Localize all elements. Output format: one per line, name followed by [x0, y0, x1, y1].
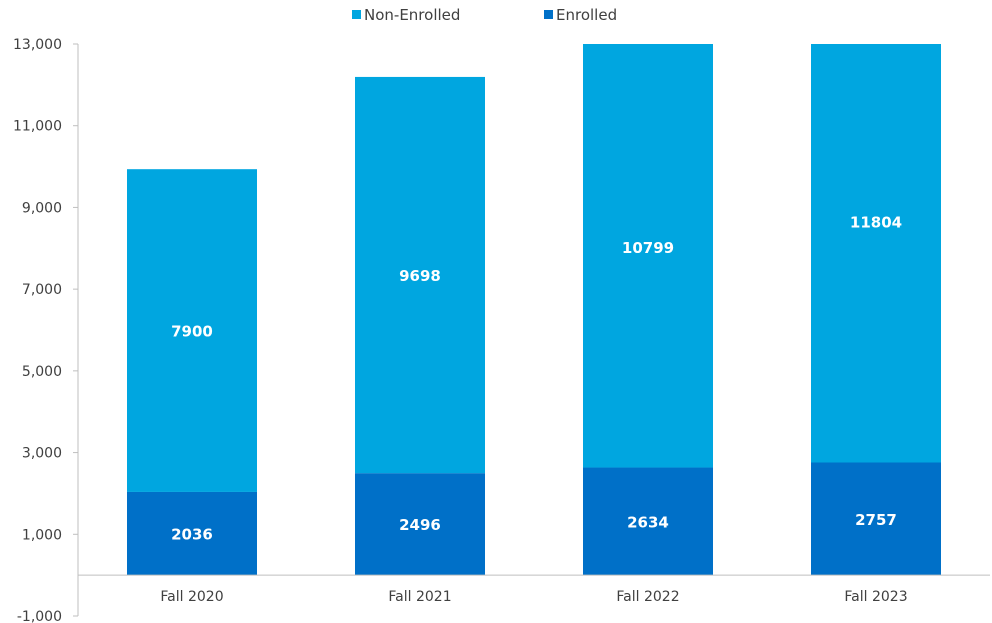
y-axis: -1,000 1,000 3,000 5,000 7,000 9,000 11,000 13,…: [13, 37, 79, 623]
y-tick-label: 1,000: [22, 527, 62, 543]
data-label-non-enrolled: 9698: [399, 267, 441, 285]
x-category-label: Fall 2022: [616, 589, 679, 605]
bar-enrolled: [127, 491, 257, 576]
x-category-label: Fall 2023: [844, 589, 907, 605]
bars-group: 2036 7900 2496 9698 2634 10799 2757 11804: [127, 44, 941, 576]
bar-enrolled: [583, 467, 713, 576]
data-label-non-enrolled: 7900: [171, 323, 213, 341]
data-label-enrolled: 2496: [399, 516, 441, 534]
data-label-enrolled: 2757: [855, 511, 897, 529]
x-category-label: Fall 2021: [388, 589, 451, 605]
legend-swatch: [544, 10, 553, 19]
legend-label: Non-Enrolled: [364, 6, 460, 24]
bar-non-enrolled: [811, 44, 941, 463]
y-tick-label: 3,000: [22, 446, 62, 462]
bar-enrolled: [355, 473, 485, 576]
data-label-non-enrolled: 10799: [622, 239, 674, 257]
y-tick-label: -1,000: [17, 609, 62, 623]
bar-non-enrolled: [127, 169, 257, 492]
bar-enrolled: [811, 462, 941, 576]
bar-non-enrolled: [355, 76, 485, 474]
y-tick-label: 11,000: [13, 119, 62, 135]
y-tick-label: 5,000: [22, 364, 62, 380]
bar-non-enrolled: [583, 44, 713, 468]
legend-label: Enrolled: [556, 6, 617, 24]
data-label-enrolled: 2634: [627, 513, 669, 531]
data-label-non-enrolled: 11804: [850, 213, 902, 231]
y-tick-label: 7,000: [22, 282, 62, 298]
data-label-enrolled: 2036: [171, 526, 213, 544]
chart-legend: Non-Enrolled Enrolled: [352, 6, 617, 24]
y-tick-label: 9,000: [22, 200, 62, 216]
x-category-label: Fall 2020: [160, 589, 223, 605]
x-axis: Fall 2020 Fall 2021 Fall 2022 Fall 2023: [78, 574, 990, 605]
legend-swatch: [352, 10, 361, 19]
y-tick-label: 13,000: [13, 37, 62, 53]
